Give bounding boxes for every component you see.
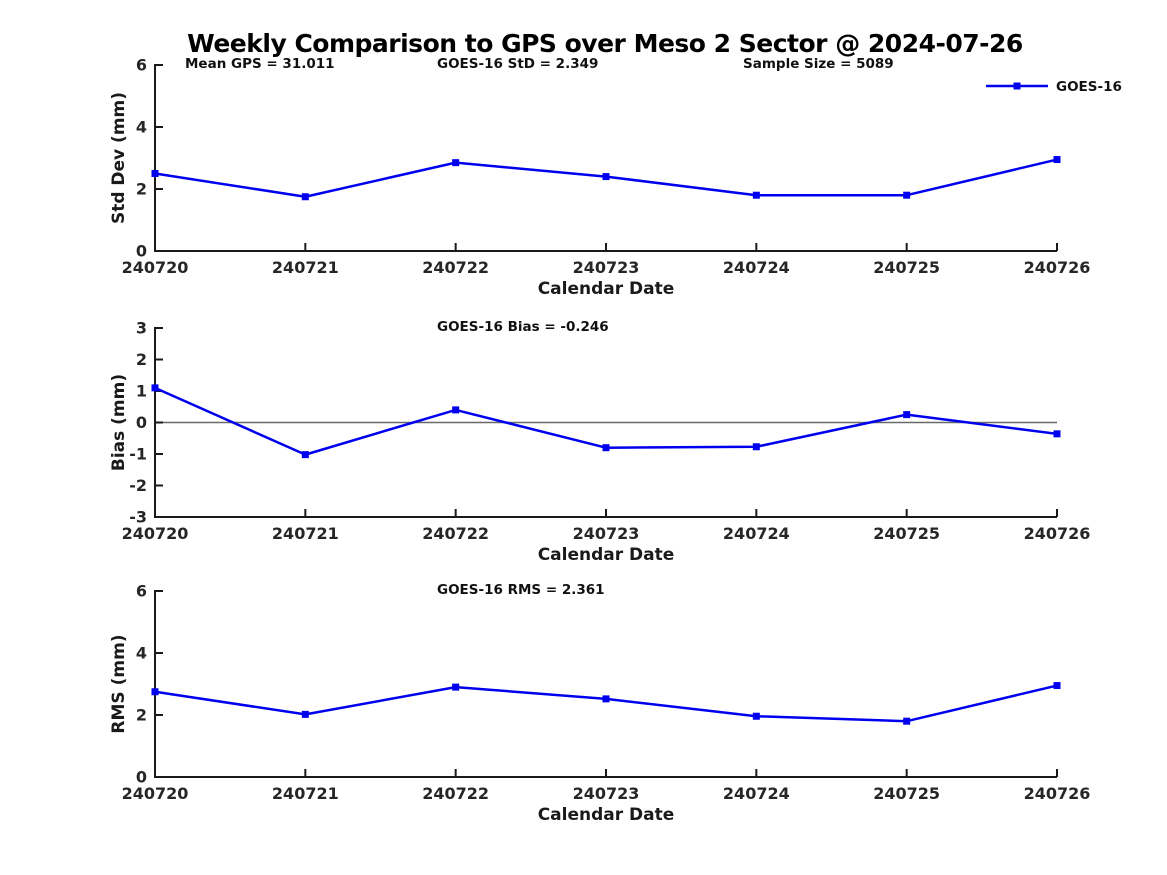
data-point-marker [903,411,911,419]
data-point-marker [602,173,610,181]
y-tick-label: 0 [136,768,147,787]
y-tick-label: 0 [136,242,147,261]
annotation-text: Sample Size = 5089 [743,56,894,72]
data-point-marker [752,191,760,199]
data-point-marker [602,444,610,452]
x-tick-label: 240724 [723,524,790,543]
data-point-marker [301,193,309,201]
data-point-marker [903,191,911,199]
y-tick-label: -2 [129,476,147,495]
data-point-marker [602,695,610,703]
x-tick-label: 240720 [122,524,189,543]
y-tick-label: 4 [136,118,147,137]
y-tick-label: 2 [136,180,147,199]
data-point-marker [301,451,309,459]
axes-frame [154,64,1057,252]
x-tick-label: 240726 [1024,524,1091,543]
axes-frame [154,590,1057,778]
x-tick-label: 240722 [422,784,489,803]
x-tick-label: 240721 [272,784,339,803]
x-tick-label: 240726 [1024,258,1091,277]
y-tick-label: 6 [136,582,147,601]
annotation-text: GOES-16 RMS = 2.361 [437,582,605,598]
x-tick-label: 240724 [723,258,790,277]
data-point-marker [452,406,460,414]
x-tick-label: 240720 [122,784,189,803]
x-axis-title: Calendar Date [538,805,675,825]
data-point-marker [1053,156,1061,164]
series-line [154,684,1058,723]
x-tick-label: 240724 [723,784,790,803]
y-axis-title: Std Dev (mm) [109,92,129,224]
data-point-marker [752,443,760,451]
y-tick-label: 1 [136,382,147,401]
x-tick-label: 240725 [873,784,940,803]
x-tick-label: 240726 [1024,784,1091,803]
x-tick-label: 240722 [422,258,489,277]
y-tick-label: -1 [129,445,147,464]
annotation-text: GOES-16 StD = 2.349 [437,56,598,72]
y-tick-label: -3 [129,508,147,527]
data-point-marker [903,717,911,725]
y-tick-label: 2 [136,706,147,725]
x-tick-label: 240720 [122,258,189,277]
x-tick-label: 240723 [573,784,640,803]
x-axis-title: Calendar Date [538,279,675,299]
y-tick-label: 3 [136,319,147,338]
annotation-text: GOES-16 Bias = -0.246 [437,319,609,335]
data-point-marker [151,384,159,392]
legend-marker [1013,82,1021,90]
y-tick-label: 2 [136,350,147,369]
data-point-marker [1053,430,1061,438]
y-axis-title: Bias (mm) [109,374,129,471]
data-point-marker [301,710,309,718]
data-point-marker [752,712,760,720]
y-tick-label: 4 [136,644,147,663]
data-point-marker [452,683,460,691]
x-tick-label: 240723 [573,524,640,543]
annotation-text: Mean GPS = 31.011 [185,56,335,72]
x-tick-label: 240725 [873,524,940,543]
x-tick-label: 240725 [873,258,940,277]
x-tick-label: 240722 [422,524,489,543]
data-point-marker [1053,682,1061,690]
page-title: Weekly Comparison to GPS over Meso 2 Sec… [187,29,1023,58]
y-tick-label: 6 [136,56,147,75]
data-point-marker [151,688,159,696]
x-tick-label: 240721 [272,524,339,543]
y-tick-label: 0 [136,413,147,432]
legend-label: GOES-16 [1056,79,1122,95]
x-tick-label: 240723 [573,258,640,277]
y-axis-title: RMS (mm) [109,634,129,733]
x-axis-title: Calendar Date [538,545,675,565]
data-point-marker [151,170,159,177]
x-tick-label: 240721 [272,258,339,277]
data-point-marker [452,159,460,167]
